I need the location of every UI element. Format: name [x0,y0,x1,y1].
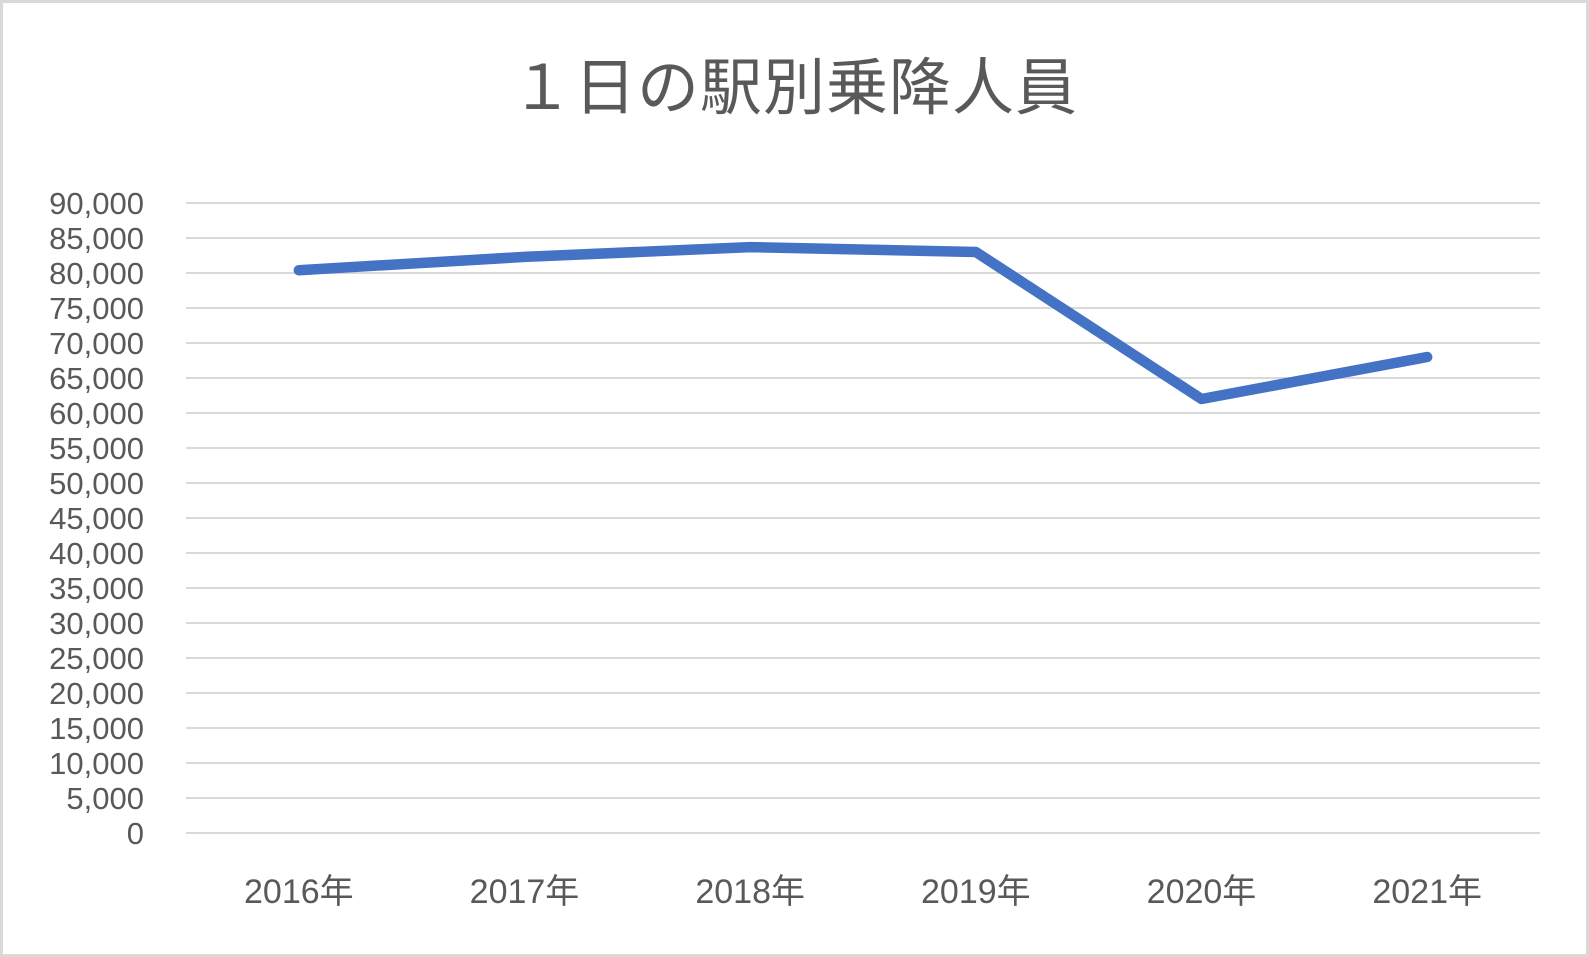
y-axis-tick-label: 60,000 [49,396,144,431]
y-axis-tick-label: 65,000 [49,361,144,396]
series-line [293,241,1433,405]
x-axis-tick-label: 2021年 [1372,873,1482,911]
x-axis-tick-label: 2017年 [470,873,580,911]
x-axis-tick-label: 2020年 [1147,873,1257,911]
y-axis-tick-label: 5,000 [66,781,144,816]
y-axis-tick-label: 25,000 [49,641,144,676]
y-axis-tick-label: 50,000 [49,466,144,501]
x-axis-tick-label: 2019年 [921,873,1031,911]
y-axis-tick-label: 70,000 [49,326,144,361]
y-axis-tick-label: 35,000 [49,571,144,606]
y-axis-tick-label: 75,000 [49,291,144,326]
y-axis-tick-label: 30,000 [49,606,144,641]
line-chart-plot-area: 90,00085,00080,00075,00070,00065,00060,0… [49,186,1540,911]
y-axis-tick-label: 80,000 [49,256,144,291]
y-axis-tick-label: 90,000 [49,186,144,221]
y-axis-tick-label: 20,000 [49,676,144,711]
y-axis-tick-label: 45,000 [49,501,144,536]
y-axis-tick-label: 40,000 [49,536,144,571]
y-axis-tick-label: 10,000 [49,746,144,781]
y-axis-tick-label: 0 [127,816,144,851]
y-axis-tick-label: 55,000 [49,431,144,466]
y-axis-tick-label: 85,000 [49,221,144,256]
y-axis-tick-label: 15,000 [49,711,144,746]
x-axis-tick-label: 2018年 [695,873,805,911]
x-axis-tick-label: 2016年 [244,873,354,911]
chart-title: １日の駅別乗降人員 [510,54,1078,123]
